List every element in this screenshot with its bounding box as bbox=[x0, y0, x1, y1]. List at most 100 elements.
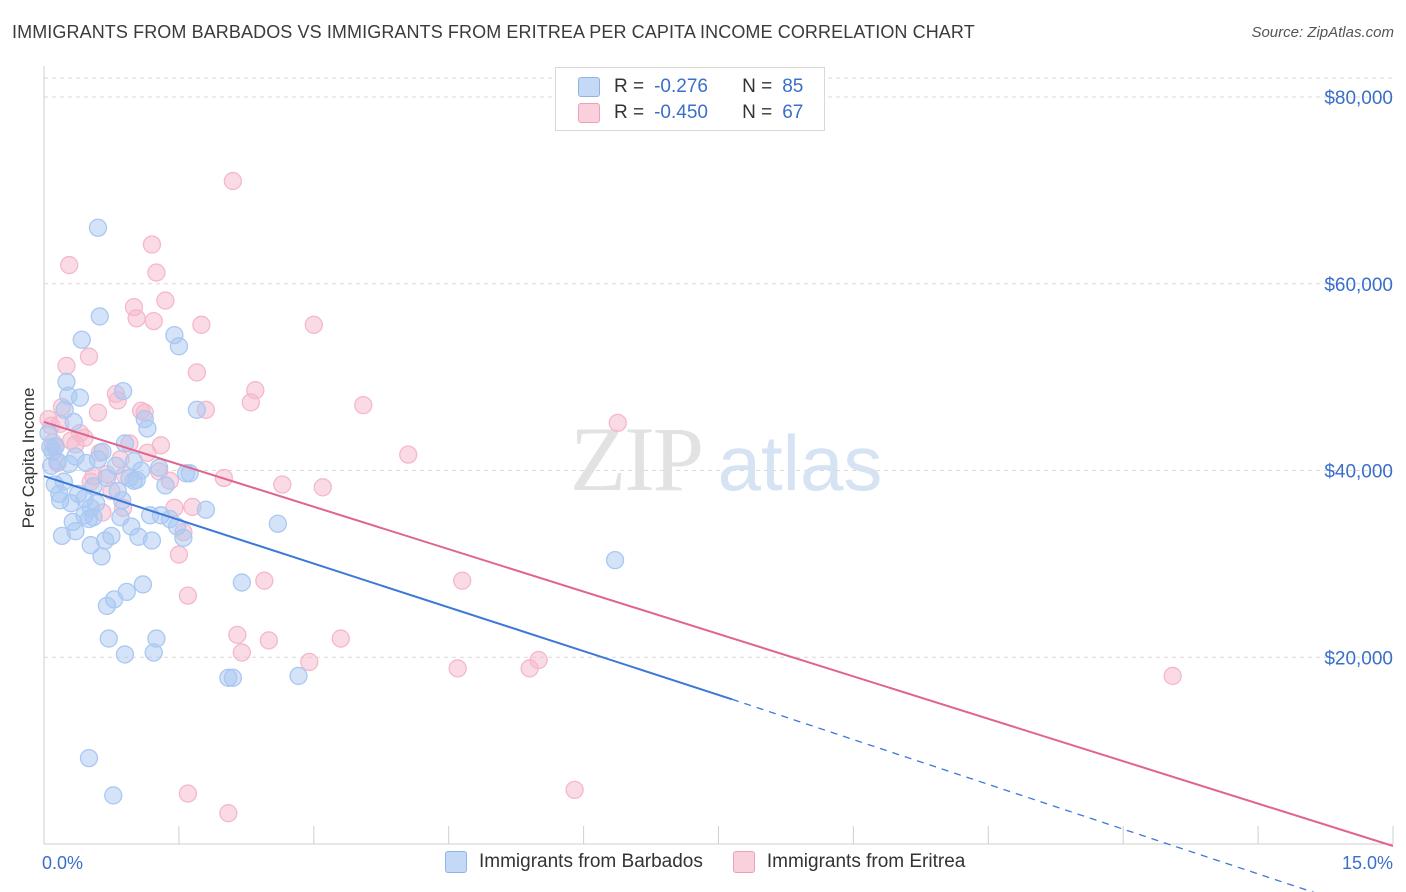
legend-row-eritrea: R = -0.450 N = 67 bbox=[578, 100, 803, 126]
barbados-point bbox=[174, 528, 193, 547]
barbados-point bbox=[70, 388, 90, 407]
barbados-point bbox=[196, 500, 216, 519]
barbados-point bbox=[102, 526, 121, 546]
eritrea-point bbox=[57, 356, 76, 376]
eritrea-point bbox=[127, 309, 146, 328]
barbados-point bbox=[147, 629, 166, 648]
chart-title: IMMIGRANTS FROM BARBADOS VS IMMIGRANTS F… bbox=[12, 22, 975, 42]
barbados-point bbox=[99, 629, 118, 648]
series-legend: Immigrants from Barbados Immigrants from… bbox=[445, 851, 995, 873]
eritrea-point bbox=[331, 629, 350, 648]
barbados-point bbox=[88, 450, 108, 469]
series-label-eritrea: Immigrants from Eritrea bbox=[766, 851, 966, 872]
legend-r-value: -0.276 bbox=[654, 76, 708, 97]
eritrea-point bbox=[354, 395, 373, 415]
series-swatch-barbados bbox=[445, 851, 467, 873]
eritrea-point bbox=[151, 436, 171, 455]
barbados-point bbox=[149, 458, 169, 477]
y-tick-label: $80,000 bbox=[1324, 88, 1393, 109]
eritrea-point bbox=[187, 363, 207, 382]
eritrea-point bbox=[144, 311, 163, 331]
barbados-point bbox=[79, 748, 99, 768]
barbados-point bbox=[97, 468, 117, 488]
eritrea-point bbox=[192, 315, 211, 334]
eritrea-point bbox=[608, 413, 627, 433]
barbados-point bbox=[113, 491, 132, 510]
eritrea-point bbox=[448, 659, 467, 678]
y-tick-labels: $20,000 $40,000 $60,000 $80,000 bbox=[1324, 88, 1393, 669]
barbados-point bbox=[55, 400, 74, 419]
legend-r-label: R = bbox=[614, 102, 645, 123]
y-tick-label: $60,000 bbox=[1324, 275, 1393, 296]
barbados-point bbox=[138, 419, 157, 438]
eritrea-point bbox=[313, 478, 332, 497]
eritrea-point bbox=[88, 403, 108, 422]
barbados-point bbox=[124, 471, 144, 490]
legend-swatch-eritrea bbox=[578, 103, 600, 123]
eritrea-point bbox=[529, 650, 548, 670]
barbados-point bbox=[50, 484, 69, 503]
eritrea-point bbox=[178, 784, 198, 803]
barbados-point bbox=[115, 645, 135, 664]
eritrea-point bbox=[246, 381, 265, 400]
eritrea-point bbox=[259, 631, 278, 650]
barbados-point bbox=[88, 218, 108, 237]
barbados-point bbox=[113, 381, 133, 401]
barbados-point bbox=[72, 330, 91, 349]
eritrea-point bbox=[219, 804, 238, 823]
barbados-point bbox=[232, 573, 252, 592]
series-legend-eritrea[interactable]: Immigrants from Eritrea bbox=[732, 851, 966, 873]
barbados-point bbox=[90, 307, 109, 326]
series-barbados-points bbox=[39, 218, 625, 805]
eritrea-point bbox=[453, 571, 472, 590]
barbados-point bbox=[46, 437, 65, 456]
trend-line-eritrea bbox=[43, 420, 1394, 847]
source-label[interactable]: Source: ZipAtlas.com bbox=[1251, 24, 1394, 41]
correlation-legend: R = -0.276 N = 85 R = -0.450 N = 67 bbox=[555, 67, 825, 131]
eritrea-point bbox=[399, 445, 418, 464]
barbados-point bbox=[187, 400, 207, 419]
legend-r-value: -0.450 bbox=[654, 102, 708, 123]
trend-lines bbox=[43, 420, 1394, 892]
barbados-point bbox=[142, 531, 162, 550]
series-label-barbados: Immigrants from Barbados bbox=[479, 851, 703, 872]
barbados-point bbox=[289, 666, 308, 686]
eritrea-point bbox=[1163, 666, 1182, 686]
watermark: ZIP atlas bbox=[570, 408, 882, 510]
eritrea-point bbox=[223, 171, 243, 191]
grid-lines bbox=[44, 77, 1393, 658]
eritrea-point bbox=[60, 255, 79, 275]
eritrea-point bbox=[169, 545, 189, 564]
y-axis-label: Per Capita Income bbox=[19, 388, 38, 529]
barbados-point bbox=[133, 575, 153, 594]
legend-n-value: 67 bbox=[782, 102, 804, 123]
legend-n-label: N = bbox=[742, 102, 773, 123]
barbados-point bbox=[92, 547, 111, 566]
series-legend-barbados[interactable]: Immigrants from Barbados bbox=[445, 851, 703, 873]
barbados-point bbox=[156, 476, 175, 495]
eritrea-point bbox=[565, 780, 584, 799]
eritrea-point bbox=[156, 291, 175, 310]
barbados-point bbox=[117, 582, 136, 602]
barbados-point bbox=[115, 434, 135, 453]
barbados-point bbox=[66, 522, 85, 541]
trend-line-barbados bbox=[43, 475, 733, 701]
eritrea-point bbox=[79, 347, 99, 366]
legend-swatch-barbados bbox=[578, 77, 600, 97]
eritrea-point bbox=[273, 475, 292, 494]
x-tick-max: 15.0% bbox=[1342, 853, 1393, 873]
watermark-atlas: atlas bbox=[718, 419, 883, 507]
barbados-point bbox=[104, 786, 123, 805]
barbados-point bbox=[106, 456, 126, 475]
barbados-point bbox=[268, 514, 287, 533]
series-swatch-eritrea bbox=[732, 851, 755, 873]
barbados-point bbox=[169, 337, 189, 356]
legend-n-label: N = bbox=[742, 76, 773, 97]
eritrea-point bbox=[300, 652, 319, 672]
barbados-point bbox=[60, 454, 79, 474]
x-tick-min: 0.0% bbox=[42, 853, 83, 873]
y-tick-label: $40,000 bbox=[1324, 462, 1393, 483]
y-tick-label: $20,000 bbox=[1324, 648, 1393, 669]
eritrea-point bbox=[232, 643, 252, 662]
